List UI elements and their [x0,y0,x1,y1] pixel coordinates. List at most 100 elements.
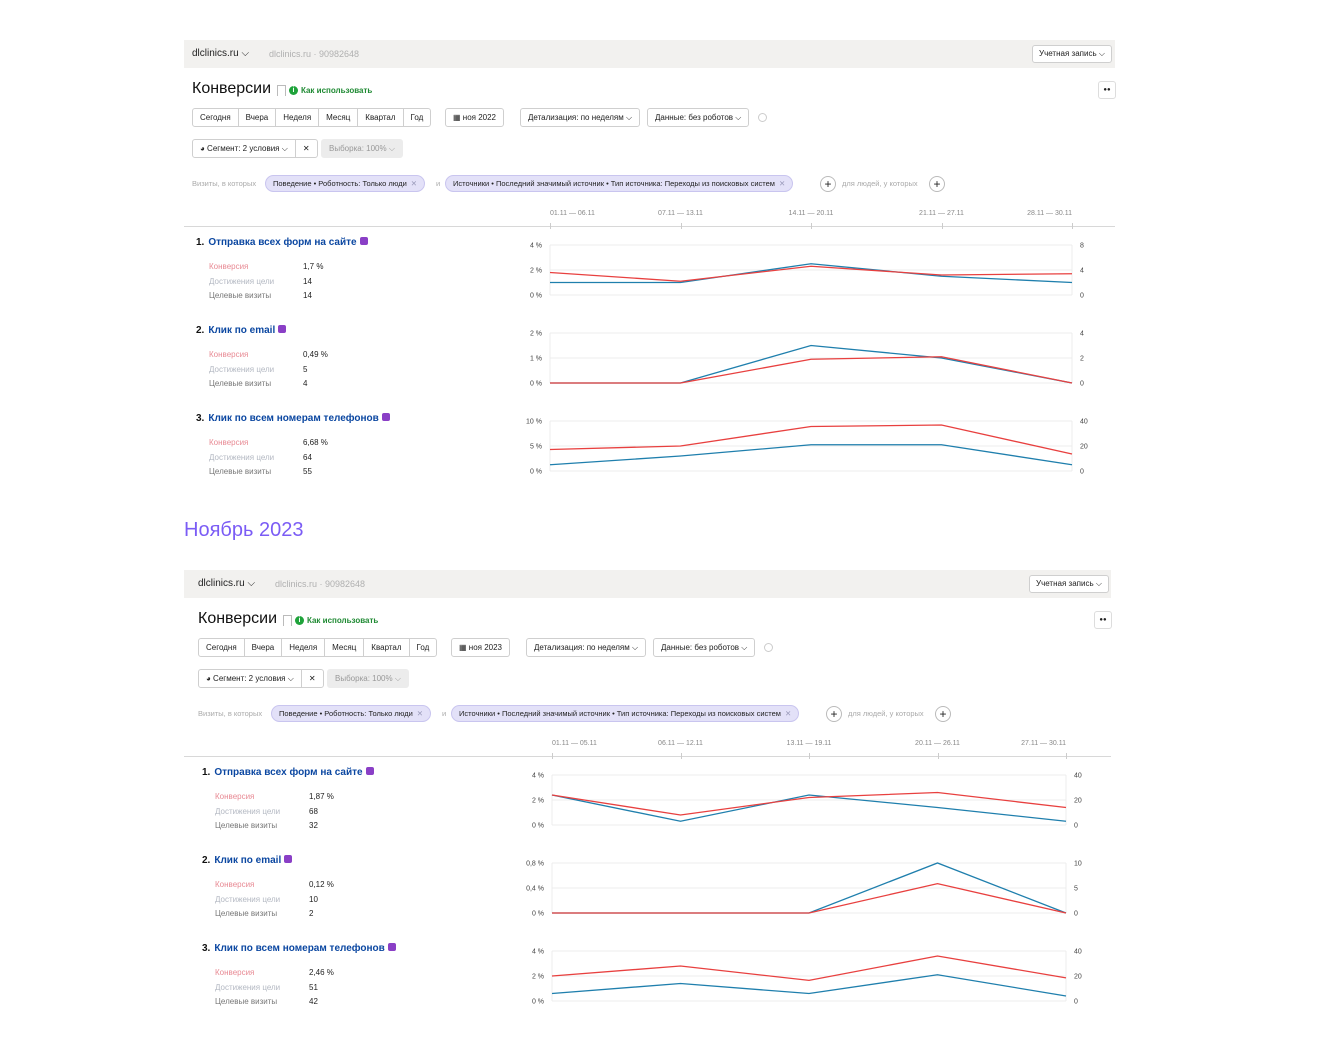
goal-name[interactable]: Клик по всем номерам телефонов [214,943,385,954]
metric-value: 42 [309,997,318,1006]
goal-name[interactable]: Отправка всех форм на сайте [214,767,363,778]
data-filter-dropdown[interactable]: Данные: без роботов ⌵ [647,108,750,127]
chip-close-icon[interactable]: ✕ [416,709,424,718]
period-button[interactable]: Неделя [282,639,326,656]
add-people-condition-button[interactable]: + [929,176,945,192]
goal-number: 3. [202,943,211,954]
left-axis-tick: 0 % [532,999,544,1006]
account-button[interactable]: Учетная запись ⌵ [1032,45,1112,63]
period-buttons: Сегодня Вчера Неделя Месяц Квартал Год [192,108,432,127]
goal-chart: 2 % 4 1 % 2 0 % 0 [530,331,1084,388]
left-axis-tick: 0,4 % [526,886,544,893]
chip-close-icon[interactable]: ✕ [410,179,418,188]
metric-label: Конверсия [215,968,255,977]
period-button[interactable]: Вчера [245,639,283,656]
chip-close-icon[interactable]: ✕ [778,179,786,188]
week-label: 13.11 — 19.11 [786,740,832,747]
site-selector[interactable]: dlclinics.ru ⌵ [198,578,256,589]
period-button[interactable]: Квартал [364,639,410,656]
week-label: 27.11 — 30.11 [1021,740,1066,747]
right-axis-tick: 0 [1074,911,1078,918]
goal-name[interactable]: Отправка всех форм на сайте [208,237,357,248]
filter-chip[interactable]: Источники • Последний значимый источник … [445,175,794,192]
goal-chart: 0,8 % 10 0,4 % 5 0 % 0 [526,861,1082,918]
period-button[interactable]: Год [410,113,424,122]
left-axis-tick: 5 % [530,444,542,451]
filter-chip[interactable]: Источники • Последний значимый источник … [451,705,800,722]
week-label: 20.11 — 26.11 [915,740,960,747]
add-visit-condition-button[interactable]: + [820,176,836,192]
settings-icon[interactable]: ●● [1098,81,1116,99]
period-button[interactable]: Год [416,643,430,652]
settings-icon[interactable]: ●● [1094,611,1112,629]
segment-dropdown[interactable]: ◕ Сегмент: 2 условия ⌵ [193,140,296,157]
right-axis-tick: 40 [1080,419,1088,426]
bookmark-icon[interactable] [277,85,286,96]
goal-title[interactable]: 2. Клик по email [202,855,293,866]
conversion-line [549,265,1073,282]
metric-label: Достижения цели [215,894,281,904]
counter-label: dlclinics.ru · 90982648 [275,579,366,589]
goal-name[interactable]: Клик по email [208,325,276,336]
data-filter-dropdown[interactable]: Данные: без роботов ⌵ [653,638,756,657]
goal-title[interactable]: 1. Отправка всех форм на сайте [202,767,374,778]
metric-value: 4 [303,379,308,388]
site-selector[interactable]: dlclinics.ru ⌵ [192,48,250,59]
top-bar [184,40,1115,68]
chip-close-icon[interactable]: ✕ [784,709,792,718]
period-button[interactable]: Сегодня [193,109,239,126]
add-visit-condition-button[interactable]: + [826,706,842,722]
sample-dropdown[interactable]: Выборка: 100% ⌵ [321,139,403,158]
period-button[interactable]: Квартал [358,109,404,126]
left-axis-tick: 0 % [530,469,542,476]
period-button[interactable]: Сегодня [199,639,245,656]
account-button[interactable]: Учетная запись ⌵ [1029,575,1109,593]
detail-dropdown[interactable]: Детализация: по неделям ⌵ [520,108,641,127]
metric-value: 64 [303,452,312,462]
segment-dropdown[interactable]: ◕ Сегмент: 2 условия ⌵ [199,670,302,687]
conversion-line [551,955,1067,982]
chip-label: Поведение • Роботность: Только люди [279,709,413,718]
chip-label: Источники • Последний значимый источник … [459,709,781,718]
period-button[interactable]: Неделя [276,109,320,126]
sample-dropdown[interactable]: Выборка: 100% ⌵ [327,669,409,688]
left-axis-tick: 2 % [532,798,544,805]
goal-title[interactable]: 3. Клик по всем номерам телефонов [202,943,396,954]
date-picker-button[interactable]: ▦ ноя 2022 [445,108,504,127]
how-to-use-link[interactable]: Как использовать [307,616,379,625]
goal-title[interactable]: 1. Отправка всех форм на сайте [196,237,368,248]
page-title: Конверсии [192,80,272,97]
goal-title[interactable]: 2. Клик по email [196,325,287,336]
week-tick [1066,753,1067,759]
period-button[interactable]: Месяц [319,109,359,126]
metric-value: 2 [309,909,314,918]
left-axis-tick: 4 % [532,773,544,780]
filter-chip[interactable]: Поведение • Роботность: Только люди ✕ [265,175,426,192]
goal-title[interactable]: 3. Клик по всем номерам телефонов [196,413,390,424]
detail-dropdown[interactable]: Детализация: по неделям ⌵ [526,638,647,657]
goal-number: 2. [196,325,205,336]
left-axis-tick: 4 % [532,949,544,956]
date-picker-button[interactable]: ▦ ноя 2023 [451,638,510,657]
goal-number: 3. [196,413,205,424]
right-axis-tick: 0 [1074,823,1078,830]
add-people-condition-button[interactable]: + [935,706,951,722]
segment-clear-button[interactable]: ✕ [308,674,316,683]
goal-name[interactable]: Клик по email [214,855,282,866]
right-axis-tick: 5 [1074,886,1078,893]
bookmark-icon[interactable] [283,615,292,626]
section-heading-2023: Ноябрь 2023 [184,519,304,541]
period-button[interactable]: Вчера [239,109,277,126]
how-to-use-link[interactable]: Как использовать [301,86,373,95]
filter-chip[interactable]: Поведение • Роботность: Только люди ✕ [271,705,432,722]
goal-name[interactable]: Клик по всем номерам телефонов [208,413,379,424]
help-icon[interactable] [764,643,773,652]
help-icon[interactable] [758,113,767,122]
period-button[interactable]: Месяц [325,639,365,656]
segment-clear-button[interactable]: ✕ [302,144,310,153]
metric-label: Достижения цели [209,276,275,286]
email-icon [278,325,287,333]
metric-value: 32 [309,821,318,830]
goal-chart: 10 % 40 5 % 20 0 % 0 [526,419,1088,476]
conversion-line [549,424,1073,455]
